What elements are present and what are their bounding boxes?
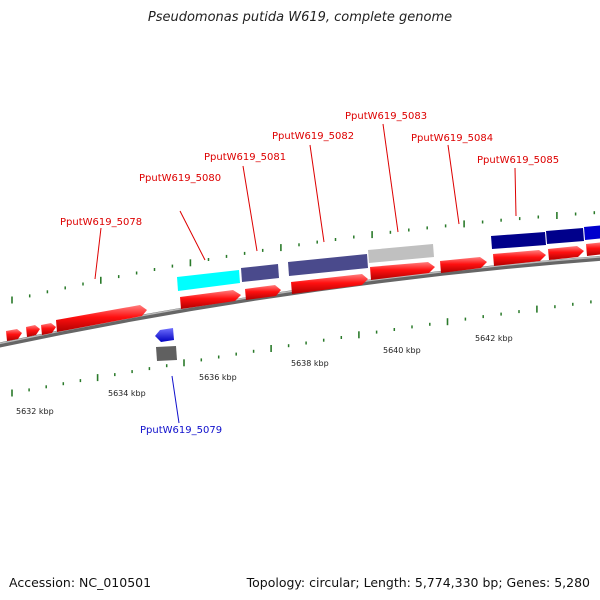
scale-label: 5634 kbp bbox=[108, 389, 146, 398]
scale-label: 5640 kbp bbox=[383, 346, 421, 355]
cds-arrow bbox=[586, 242, 600, 256]
scale-label: 5642 kbp bbox=[475, 334, 513, 343]
cds-arrow bbox=[548, 246, 584, 260]
cds-arrow bbox=[56, 305, 147, 332]
gene-label-5084: PputW619_5084 bbox=[411, 133, 493, 144]
cds-arrow bbox=[41, 323, 56, 335]
cds-arrow bbox=[291, 274, 368, 294]
gene-labels: PputW619_5078 PputW619_5079 PputW619_508… bbox=[60, 111, 559, 436]
cog-block bbox=[177, 270, 240, 291]
scale-label: 5632 kbp bbox=[16, 407, 54, 416]
genome-stats-text: Topology: circular; Length: 5,774,330 bp… bbox=[246, 575, 590, 590]
cds-arrow bbox=[245, 285, 281, 300]
cog-block bbox=[368, 244, 434, 263]
cds-arrow bbox=[180, 290, 241, 309]
cds-arrow bbox=[26, 325, 40, 337]
scale-labels: 5632 kbp 5634 kbp 5636 kbp 5638 kbp 5640… bbox=[16, 334, 513, 416]
cds-arrow bbox=[370, 262, 435, 280]
cog-block bbox=[584, 225, 600, 240]
cog-block bbox=[288, 254, 368, 276]
gene-label-5081: PputW619_5081 bbox=[204, 152, 286, 163]
gene-label-5085: PputW619_5085 bbox=[477, 155, 559, 166]
cog-block bbox=[156, 346, 177, 361]
cog-color-track bbox=[156, 225, 600, 361]
forward-cds-track bbox=[6, 242, 600, 341]
page-title: Pseudomonas putida W619, complete genome bbox=[147, 10, 453, 25]
reverse-cds-arrow bbox=[155, 328, 174, 342]
gene-label-5082: PputW619_5082 bbox=[272, 131, 354, 142]
accession-text: Accession: NC_010501 bbox=[9, 575, 152, 590]
scale-label: 5636 kbp bbox=[199, 373, 237, 382]
cds-arrow bbox=[6, 329, 22, 341]
gene-label-5083: PputW619_5083 bbox=[345, 111, 427, 122]
cog-block bbox=[241, 264, 279, 282]
cds-arrow bbox=[493, 250, 546, 266]
gene-label-5080: PputW619_5080 bbox=[139, 173, 221, 184]
scale-ticks-outer bbox=[11, 211, 596, 304]
gene-label-5078: PputW619_5078 bbox=[60, 217, 142, 228]
scale-label: 5638 kbp bbox=[291, 359, 329, 368]
scale-ticks-inner bbox=[11, 300, 592, 397]
gene-label-5079: PputW619_5079 bbox=[140, 425, 222, 436]
label-leaders bbox=[94, 123, 517, 424]
cds-arrow bbox=[440, 257, 487, 273]
cog-block bbox=[491, 232, 546, 249]
cog-block bbox=[546, 228, 584, 244]
